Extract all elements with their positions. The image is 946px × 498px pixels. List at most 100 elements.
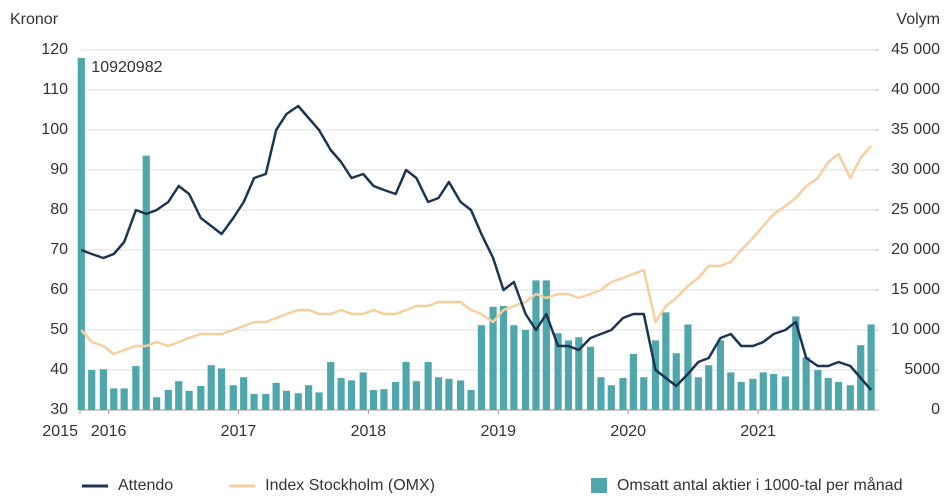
x-tick-label: 2016 [91,423,127,440]
bar [759,372,767,410]
bar [867,324,875,410]
bar [305,385,313,410]
bar [337,378,345,410]
y-tick-label: 100 [41,121,68,138]
bar [380,389,388,410]
bar [347,380,356,410]
y2-tick-label: 35 000 [891,121,940,138]
x-tick-label: 2017 [221,423,257,440]
bar [294,393,302,410]
bar [272,382,280,410]
line [80,104,873,391]
bar [727,372,735,410]
line [80,145,873,356]
bar [737,382,745,410]
bar [554,333,562,410]
bar [175,381,183,410]
bar [250,394,258,410]
bar [694,377,702,410]
y2-tick-label: 5000 [904,361,940,378]
bar [315,392,323,410]
y2-axis-title: Volym [896,11,940,28]
bar [424,362,432,410]
y2-tick-label: 0 [931,401,940,418]
y-tick-label: 60 [50,281,68,298]
bar [564,340,573,410]
bar [262,394,270,410]
y-tick-label: 70 [50,241,68,258]
bar [467,390,475,410]
bar [392,382,400,410]
bar [457,380,465,410]
bar [770,374,778,410]
bar [217,368,226,410]
bar [412,381,421,410]
bar [521,330,530,410]
y2-tick-label: 10 000 [891,321,940,338]
bar [629,354,637,410]
y-tick-label: 90 [50,161,68,178]
bar [684,324,692,410]
bar [672,353,680,410]
bar [586,346,595,410]
x-tick-label: 2021 [740,423,776,440]
y-tick-label: 80 [50,201,68,218]
y-axis-title: Kronor [10,11,59,28]
bar [824,378,832,410]
bar [705,365,713,410]
legend-label: Attendo [118,477,173,493]
bar [510,325,518,410]
bar [164,390,172,410]
bar [640,377,648,410]
bar [445,378,453,410]
bar [619,378,627,410]
x-tick-label: 2018 [351,423,387,440]
y-tick-label: 50 [50,321,68,338]
bar [575,337,583,410]
bar [88,370,96,410]
bar [781,376,789,410]
bar [282,390,291,410]
bar [207,365,215,410]
legend-label: Index Stockholm (OMX) [265,477,435,493]
bar [749,378,757,410]
bar [542,280,550,410]
bar [477,325,485,410]
y2-tick-label: 30 000 [891,161,940,178]
bar [662,312,670,410]
x-tick-label: 2020 [610,423,646,440]
y-tick-label: 30 [50,401,68,418]
bar [716,340,725,410]
y-tick-label: 110 [42,81,68,98]
y2-tick-label: 15 000 [891,281,940,298]
bar [77,58,85,410]
bar [185,390,193,410]
y2-tick-label: 45 000 [891,41,940,58]
bar [607,385,615,410]
legend-label: Omsatt antal aktier i 1000-tal per månad [617,476,902,493]
bar [132,366,140,410]
bar [99,369,107,410]
y2-tick-label: 40 000 [891,81,940,98]
bar [153,397,161,410]
annotation: 10920982 [91,59,162,76]
bar [110,388,118,410]
bar [814,370,822,410]
y2-tick-label: 25 000 [891,201,940,218]
bar [802,357,810,410]
y2-tick-label: 20 000 [891,241,940,258]
y-tick-label: 120 [41,41,68,58]
plot-area [77,58,875,410]
bar [792,316,800,410]
x-tick-label: 2019 [480,423,516,440]
bar [142,155,150,410]
bar [327,362,335,410]
bar [651,340,660,410]
bar [402,362,410,410]
bar [835,382,843,410]
bar [597,377,605,410]
bar [499,306,508,410]
bar [120,388,128,410]
bar [846,385,854,410]
